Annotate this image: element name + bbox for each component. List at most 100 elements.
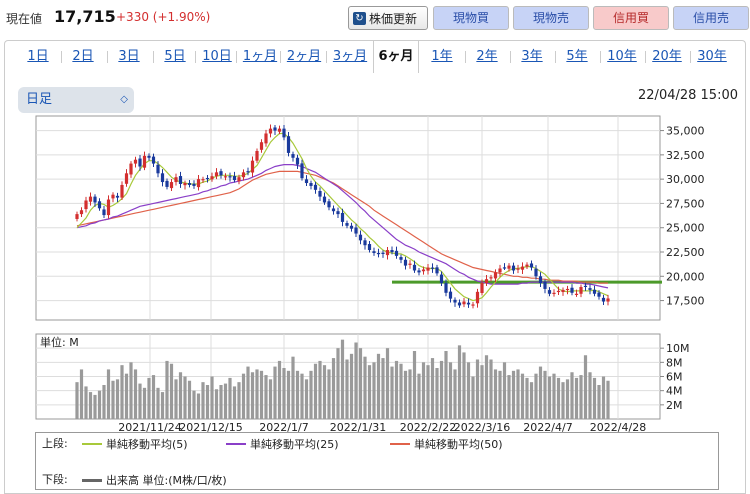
refresh-price-label: 株価更新: [369, 11, 418, 26]
period-tab-2[interactable]: 3日: [118, 49, 140, 64]
period-tab-6[interactable]: 2ヶ月: [286, 49, 322, 64]
refresh-icon: ↻: [353, 11, 366, 25]
volume-bar: [547, 376, 552, 419]
volume-bar: [565, 379, 570, 419]
candle-body: [358, 234, 363, 241]
period-tab-0[interactable]: 1日: [27, 49, 49, 64]
candle-body: [583, 285, 588, 288]
candle-body: [376, 252, 381, 255]
x-tick-label: 2022/4/28: [590, 421, 646, 434]
tab-separator: [195, 51, 196, 63]
period-tab-5[interactable]: 1ヶ月: [242, 49, 278, 64]
volume-bar: [111, 380, 115, 419]
tab-separator: [510, 51, 511, 63]
period-tab-11[interactable]: 3年: [521, 49, 543, 64]
volume-unit-label: 単位: M: [40, 335, 79, 349]
volume-bar: [282, 368, 286, 419]
volume-bar: [336, 348, 340, 419]
candle-body: [412, 264, 417, 271]
volume-bar: [160, 392, 165, 419]
volume-bar: [210, 376, 214, 419]
tab-separator: [555, 51, 556, 63]
candle-body: [286, 136, 291, 153]
buy-margin-button[interactable]: 信用買: [593, 6, 669, 30]
volume-bar: [322, 365, 327, 419]
candle-body: [498, 268, 502, 273]
candle-body: [466, 302, 471, 305]
volume-bar: [259, 370, 264, 419]
period-tab-7[interactable]: 3ヶ月: [332, 49, 368, 64]
volume-bar: [205, 385, 210, 419]
volume-bar: [295, 370, 300, 419]
tab-separator: [280, 51, 281, 63]
volume-bar: [93, 394, 97, 419]
period-tab-12[interactable]: 5年: [566, 49, 588, 64]
candle-body: [147, 155, 151, 158]
volume-bar: [579, 375, 583, 419]
volume-bar: [313, 363, 318, 419]
candle-body: [435, 267, 439, 274]
candle-body: [390, 250, 394, 252]
price-header: 現在値 17,715 +330 (+1.90%) ↻ 株価更新 現物買 現物売 …: [0, 0, 750, 36]
period-tab-4[interactable]: 10日: [202, 49, 232, 64]
interval-select[interactable]: 日足 ◇: [18, 87, 134, 113]
candle-body: [601, 297, 606, 302]
volume-bar: [556, 377, 561, 419]
volume-bar: [97, 390, 102, 419]
volume-bar: [597, 385, 601, 419]
volume-bar: [516, 369, 520, 419]
volume-bar: [142, 387, 147, 419]
period-tab-14[interactable]: 20年: [652, 49, 682, 64]
buy-cash-button[interactable]: 現物買: [433, 6, 509, 30]
volume-bar: [88, 392, 93, 419]
candle-body: [403, 259, 408, 266]
period-tab-8[interactable]: 6ヶ月: [373, 41, 419, 73]
tab-separator: [690, 51, 691, 63]
candle-body: [255, 150, 259, 161]
period-tab-9[interactable]: 1年: [431, 49, 453, 64]
period-tab-15[interactable]: 30年: [697, 49, 727, 64]
ma25-line: [76, 164, 609, 289]
refresh-price-button[interactable]: ↻ 株価更新: [348, 6, 428, 30]
period-tab-3[interactable]: 5日: [164, 49, 186, 64]
candle-body: [291, 154, 295, 158]
volume-bar: [223, 383, 228, 419]
x-tick-label: 2022/3/16: [454, 421, 510, 434]
candle-body: [439, 274, 444, 284]
candle-body: [295, 157, 300, 165]
volume-bar: [196, 393, 201, 419]
candle-body: [367, 244, 372, 251]
candle-body: [354, 227, 358, 234]
volume-bar: [529, 382, 534, 419]
volume-bar: [376, 353, 381, 419]
candle-body: [336, 211, 340, 215]
sell-cash-button[interactable]: 現物売: [513, 6, 589, 30]
candle-body: [318, 190, 322, 197]
period-tab-10[interactable]: 2年: [476, 49, 498, 64]
candle-body: [228, 176, 232, 178]
x-tick-label: 2021/12/15: [179, 421, 242, 434]
period-tab-1[interactable]: 2日: [72, 49, 94, 64]
volume-bar: [106, 369, 111, 419]
volume-bar: [84, 386, 88, 419]
volume-bar: [151, 375, 156, 419]
ma5-swatch: [82, 443, 102, 445]
period-tab-13[interactable]: 10年: [607, 49, 637, 64]
candle-body: [574, 293, 579, 295]
volume-bar: [309, 370, 313, 419]
volume-bar: [277, 360, 282, 419]
candle-body: [520, 266, 525, 270]
candle-body: [160, 173, 165, 183]
volume-bar: [381, 358, 385, 419]
candle-body: [516, 268, 520, 270]
period-tabs: 1日 2日 3日 5日 10日 1ヶ月 2ヶ月 3ヶ月 6ヶ月 1年 2年 3年 5年 10年 20年 30年: [4, 40, 746, 73]
interval-select-value: 日足: [26, 92, 53, 107]
candle-body: [138, 158, 142, 167]
legend-lower-label: 下段:: [42, 473, 68, 486]
volume-bar: [561, 382, 565, 419]
candle-body: [142, 155, 147, 168]
volume-bar: [444, 351, 448, 419]
sell-margin-button[interactable]: 信用売: [673, 6, 749, 30]
candle-body: [444, 283, 448, 293]
candle-body: [309, 183, 313, 186]
